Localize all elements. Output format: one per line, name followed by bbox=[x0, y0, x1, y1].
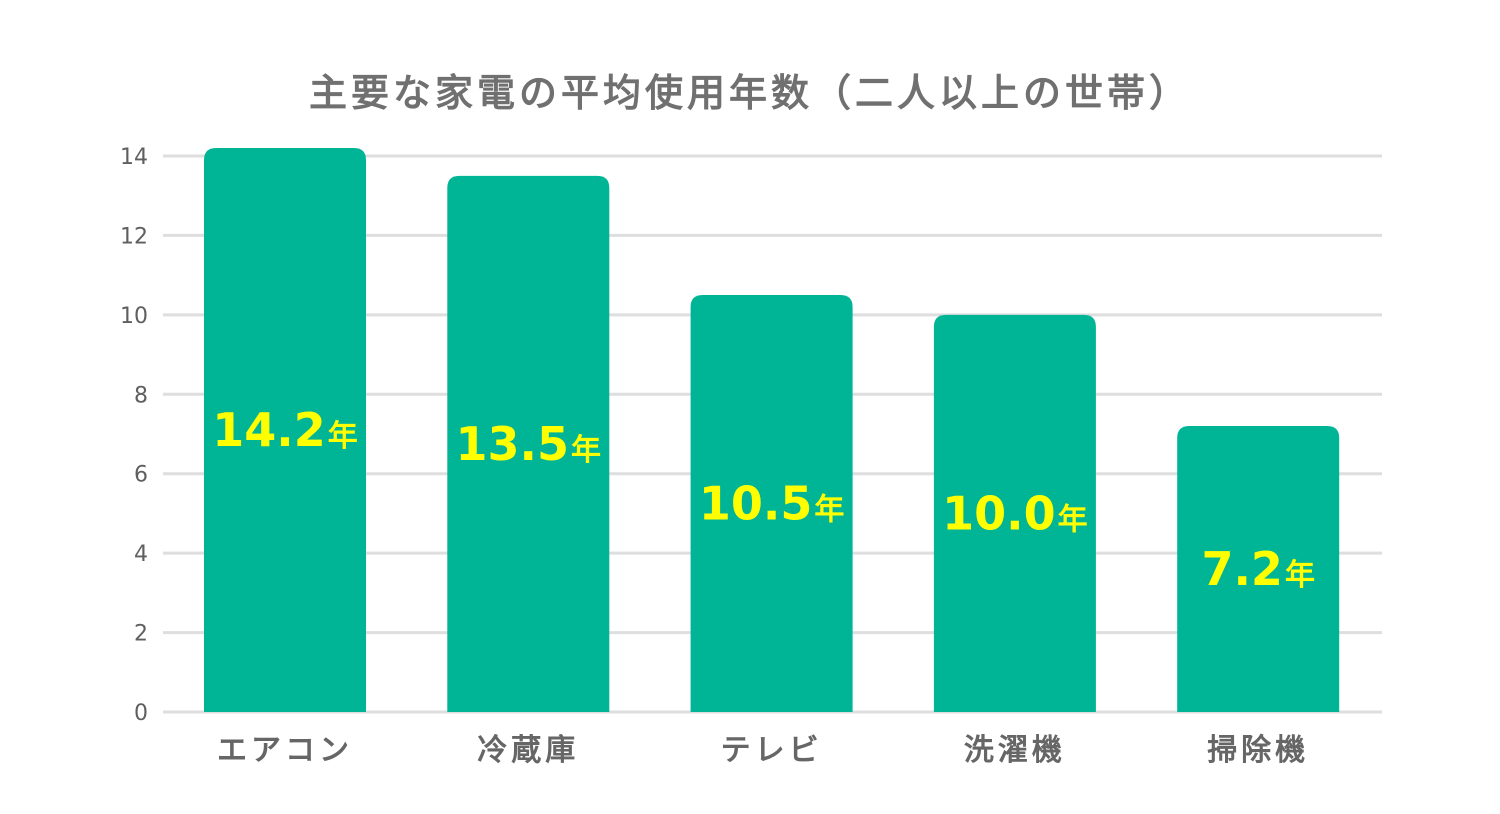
data-label-unit: 年 bbox=[1285, 558, 1315, 593]
data-label-unit: 年 bbox=[814, 493, 844, 528]
x-category-label: 掃除機 bbox=[1207, 733, 1309, 768]
data-label: 10.0年 bbox=[942, 486, 1088, 540]
y-tick-label: 4 bbox=[134, 542, 148, 567]
bars bbox=[204, 148, 1340, 713]
y-tick-label: 14 bbox=[120, 145, 148, 170]
data-label-value: 10.5 bbox=[699, 477, 813, 531]
bar bbox=[447, 175, 610, 712]
bar bbox=[1177, 426, 1340, 712]
data-label-value: 10.0 bbox=[942, 486, 1056, 540]
bar bbox=[933, 314, 1096, 712]
bar bbox=[204, 148, 366, 713]
x-category-label: テレビ bbox=[721, 733, 823, 768]
bar bbox=[690, 295, 853, 712]
data-label-value: 13.5 bbox=[456, 417, 570, 471]
y-axis-ticks: 0 2 4 6 8 10 12 14 bbox=[120, 145, 148, 726]
x-category-label: 冷蔵庫 bbox=[477, 733, 579, 768]
y-tick-label: 8 bbox=[134, 383, 148, 408]
chart-title: 主要な家電の平均使用年数（二人以上の世帯） bbox=[308, 71, 1191, 115]
x-category-label: 洗濯機 bbox=[964, 733, 1066, 768]
y-tick-label: 12 bbox=[120, 224, 148, 249]
y-tick-label: 10 bbox=[120, 304, 148, 329]
data-label-value: 7.2 bbox=[1201, 542, 1283, 596]
data-label: 10.5年 bbox=[699, 477, 845, 531]
y-tick-label: 2 bbox=[134, 622, 148, 647]
x-axis-categories: エアコン 冷蔵庫 テレビ 洗濯機 掃除機 bbox=[217, 733, 1309, 768]
y-tick-label: 6 bbox=[134, 463, 148, 488]
data-label: 13.5年 bbox=[456, 417, 602, 471]
data-label-value: 14.2 bbox=[212, 403, 326, 457]
data-label-unit: 年 bbox=[571, 433, 601, 468]
data-label-unit: 年 bbox=[1058, 502, 1088, 537]
data-label: 14.2年 bbox=[212, 403, 358, 457]
data-label: 7.2年 bbox=[1201, 542, 1315, 596]
y-tick-label: 0 bbox=[134, 701, 148, 726]
x-category-label: エアコン bbox=[217, 733, 353, 768]
data-label-unit: 年 bbox=[328, 419, 358, 454]
